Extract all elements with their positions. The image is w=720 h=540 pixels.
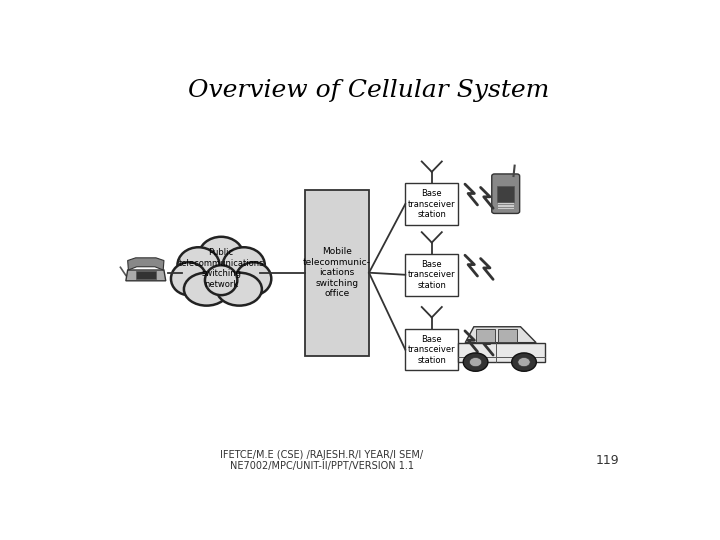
Text: 119: 119 — [595, 454, 619, 467]
FancyBboxPatch shape — [135, 271, 156, 279]
FancyBboxPatch shape — [305, 190, 369, 356]
Ellipse shape — [199, 237, 244, 276]
Polygon shape — [127, 258, 164, 270]
Ellipse shape — [177, 247, 220, 283]
Circle shape — [518, 357, 530, 367]
Ellipse shape — [171, 262, 207, 295]
FancyBboxPatch shape — [498, 205, 513, 207]
FancyBboxPatch shape — [498, 329, 517, 342]
Text: Overview of Cellular System: Overview of Cellular System — [189, 79, 549, 103]
Circle shape — [469, 357, 482, 367]
Ellipse shape — [184, 273, 229, 306]
Text: Public
telecommunications
switching
network: Public telecommunications switching netw… — [179, 248, 264, 289]
FancyBboxPatch shape — [405, 254, 458, 295]
Polygon shape — [465, 327, 536, 343]
Ellipse shape — [222, 247, 265, 283]
Text: Base
transceiver
station: Base transceiver station — [408, 260, 456, 289]
Ellipse shape — [217, 273, 262, 306]
Text: Base
transceiver
station: Base transceiver station — [408, 189, 456, 219]
Circle shape — [463, 353, 488, 372]
FancyBboxPatch shape — [405, 329, 458, 370]
Ellipse shape — [235, 262, 271, 295]
FancyBboxPatch shape — [459, 343, 545, 362]
Ellipse shape — [205, 265, 238, 295]
FancyBboxPatch shape — [405, 183, 458, 225]
FancyBboxPatch shape — [498, 207, 513, 210]
Text: Base
transceiver
station: Base transceiver station — [408, 335, 456, 365]
FancyBboxPatch shape — [498, 186, 514, 202]
Circle shape — [512, 353, 536, 372]
Text: Mobile
telecommunic-
ications
switching
office: Mobile telecommunic- ications switching … — [303, 247, 371, 298]
FancyBboxPatch shape — [492, 174, 520, 213]
Polygon shape — [126, 270, 166, 281]
Text: IFETCE/M.E (CSE) /RAJESH.R/I YEAR/I SEM/
NE7002/MPC/UNIT-II/PPT/VERSION 1.1: IFETCE/M.E (CSE) /RAJESH.R/I YEAR/I SEM/… — [220, 450, 423, 471]
FancyBboxPatch shape — [476, 329, 495, 342]
FancyBboxPatch shape — [498, 202, 513, 204]
